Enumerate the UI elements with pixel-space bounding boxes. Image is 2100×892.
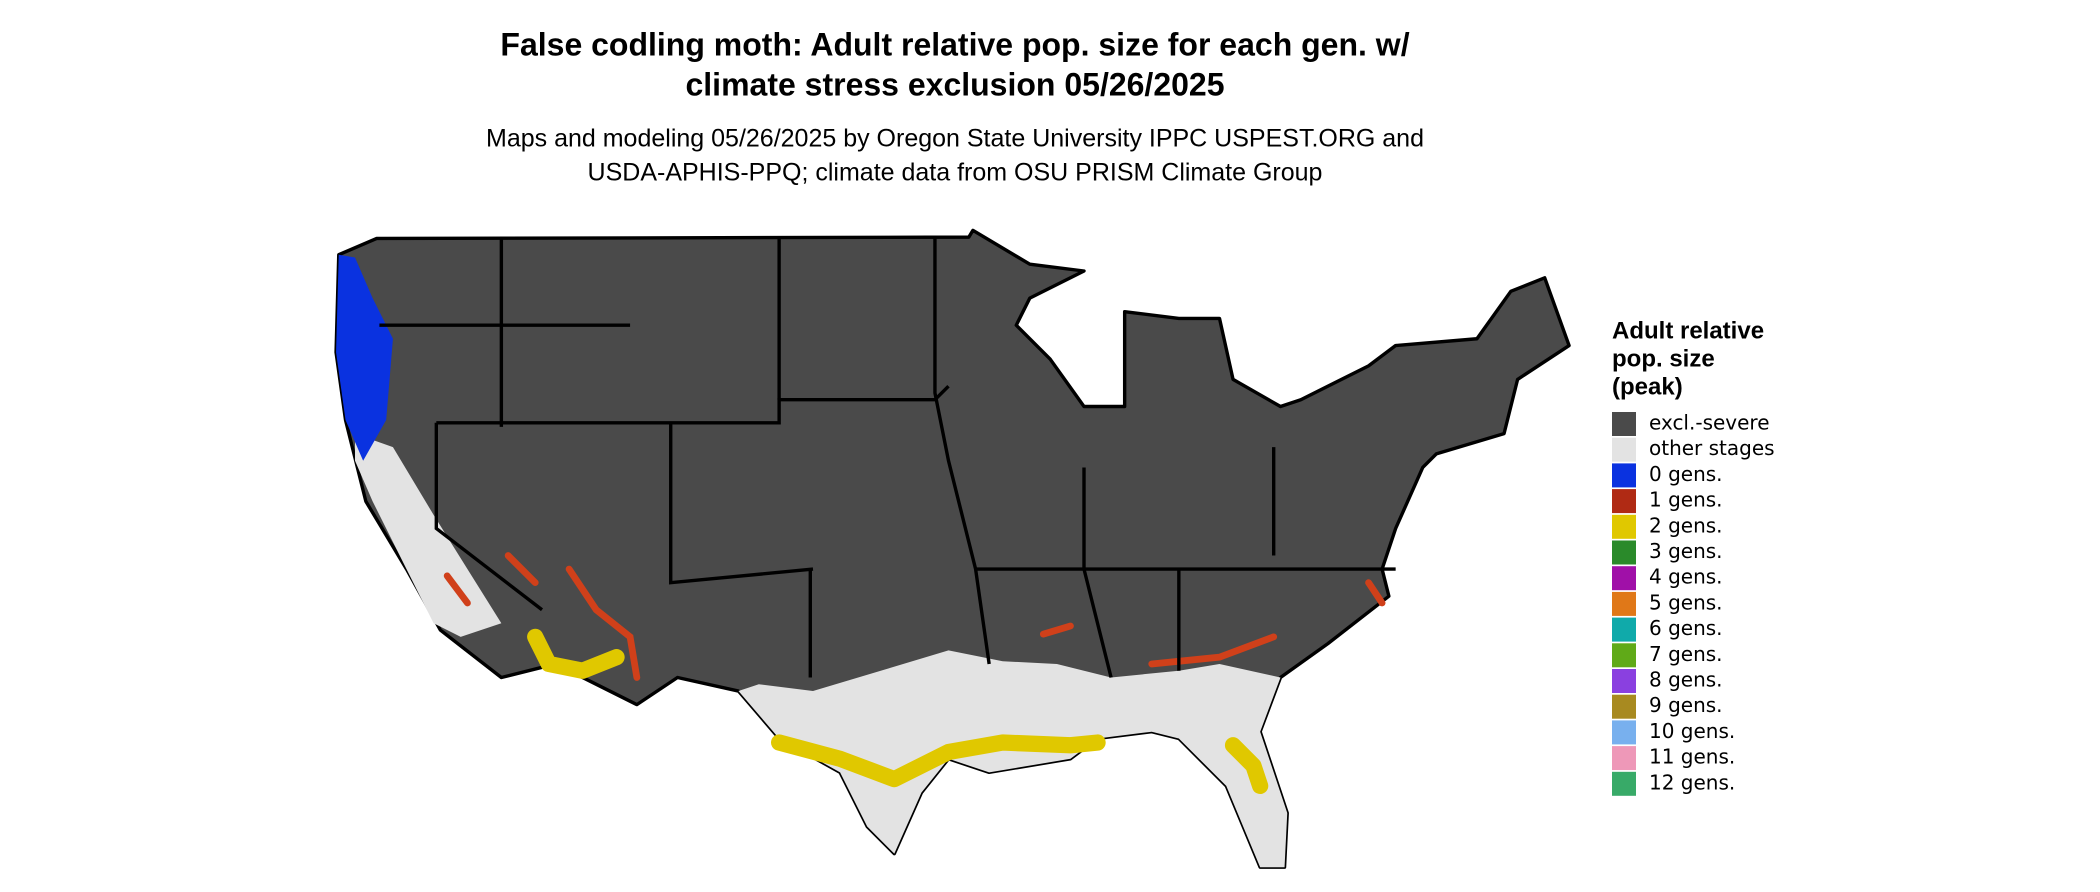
legend-label: 8 gens. xyxy=(1649,668,1723,692)
title-line: climate stress exclusion 05/26/2025 xyxy=(685,66,1224,102)
subtitle-line: USDA-APHIS-PPQ; climate data from OSU PR… xyxy=(588,159,1323,187)
legend-label: 12 gens. xyxy=(1649,770,1735,794)
legend-label: other stages xyxy=(1649,436,1775,460)
subtitle-line: Maps and modeling 05/26/2025 by Oregon S… xyxy=(486,125,1424,153)
legend-swatch xyxy=(1612,720,1636,745)
title-line: False codling moth: Adult relative pop. … xyxy=(500,26,1409,62)
legend-title-line: pop. size xyxy=(1612,345,1715,372)
two-gens-gulf xyxy=(527,628,1269,795)
legend-label: 6 gens. xyxy=(1649,616,1723,640)
us-map xyxy=(334,228,1571,869)
one-gens-patches xyxy=(443,552,1386,681)
legend-label: 2 gens. xyxy=(1649,513,1723,537)
legend-swatch xyxy=(1612,669,1636,693)
legend-label: 3 gens. xyxy=(1649,539,1723,563)
legend-swatch xyxy=(1612,540,1636,565)
legend-swatch xyxy=(1612,771,1636,796)
legend-swatch xyxy=(1612,566,1636,591)
legend-swatch xyxy=(1612,412,1636,436)
legend-swatch xyxy=(1612,643,1636,668)
legend-label: 0 gens. xyxy=(1649,462,1723,486)
zero-gens-coast xyxy=(336,254,393,461)
legend-swatch xyxy=(1612,489,1636,514)
other-stages-south xyxy=(738,650,1288,868)
legend-label: 11 gens. xyxy=(1649,745,1735,769)
legend-label: 7 gens. xyxy=(1649,642,1723,666)
legend-label: 9 gens. xyxy=(1649,693,1723,717)
legend-title-line: Adult relative xyxy=(1612,317,1764,344)
legend-swatch xyxy=(1612,437,1636,462)
legend-title-line: (peak) xyxy=(1612,373,1683,400)
legend-label: 4 gens. xyxy=(1649,565,1723,589)
legend-label: excl.-severe xyxy=(1649,411,1770,435)
legend-swatch xyxy=(1612,746,1636,771)
legend-swatch xyxy=(1612,514,1636,539)
legend-label: 10 gens. xyxy=(1649,719,1735,743)
legend-swatch xyxy=(1612,694,1636,719)
legend-swatch xyxy=(1612,591,1636,616)
legend-swatch xyxy=(1612,617,1636,642)
legend-label: 5 gens. xyxy=(1649,590,1723,614)
legend-swatch xyxy=(1612,463,1636,488)
legend-label: 1 gens. xyxy=(1649,488,1723,512)
state-borders xyxy=(379,238,1396,678)
other-stages-california xyxy=(355,433,502,637)
